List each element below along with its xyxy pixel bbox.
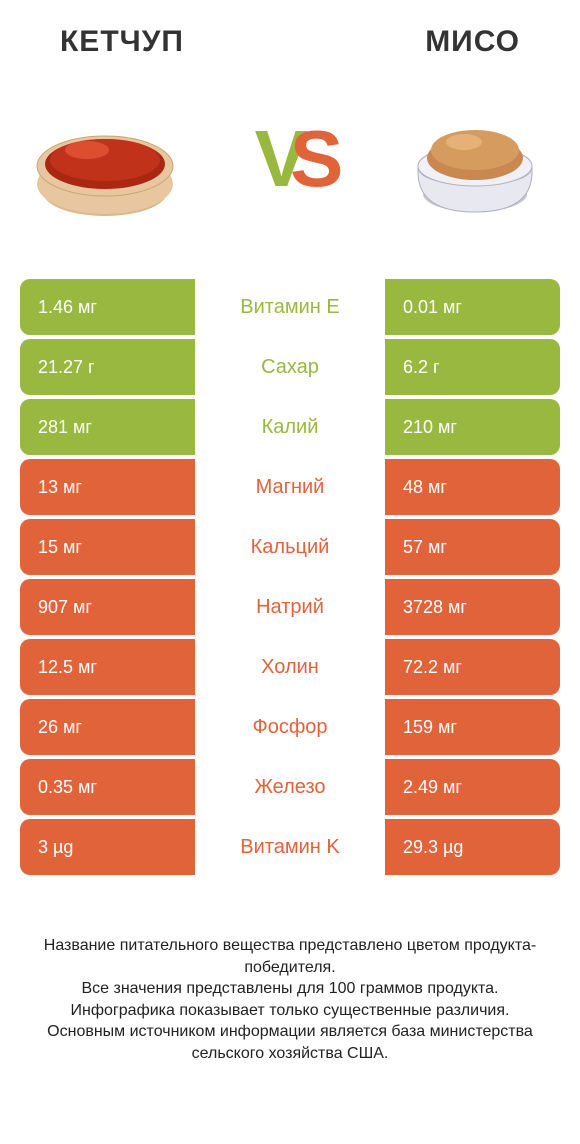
left-value: 0.35 мг <box>20 759 195 815</box>
right-value: 3728 мг <box>385 579 560 635</box>
ketchup-illustration <box>20 94 190 224</box>
miso-illustration <box>390 94 560 224</box>
nutrient-label: Холин <box>195 656 385 679</box>
vs-label: VS <box>255 119 326 199</box>
table-row: 21.27 гСахар6.2 г <box>20 339 560 395</box>
nutrient-label: Кальций <box>195 536 385 559</box>
table-row: 281 мгКалий210 мг <box>20 399 560 455</box>
right-value: 29.3 µg <box>385 819 560 875</box>
left-value: 1.46 мг <box>20 279 195 335</box>
vs-v: V <box>255 114 290 203</box>
nutrient-label: Витамин K <box>195 836 385 859</box>
nutrient-label: Калий <box>195 416 385 439</box>
nutrient-label: Магний <box>195 476 385 499</box>
footer-line: Все значения представлены для 100 граммо… <box>30 978 550 1000</box>
comparison-table: 1.46 мгВитамин E0.01 мг21.27 гСахар6.2 г… <box>20 279 560 875</box>
table-row: 12.5 мгХолин72.2 мг <box>20 639 560 695</box>
table-row: 15 мгКальций57 мг <box>20 519 560 575</box>
left-value: 12.5 мг <box>20 639 195 695</box>
table-row: 0.35 мгЖелезо2.49 мг <box>20 759 560 815</box>
footer-note: Название питательного вещества представл… <box>20 935 560 1065</box>
right-value: 6.2 г <box>385 339 560 395</box>
right-value: 0.01 мг <box>385 279 560 335</box>
nutrient-label: Витамин E <box>195 296 385 319</box>
nutrient-label: Сахар <box>195 356 385 379</box>
footer-line: Основным источником информации является … <box>30 1021 550 1064</box>
title-row: КЕТЧУП МИСО <box>20 25 560 59</box>
vs-s: S <box>290 114 325 203</box>
footer-line: Название питательного вещества представл… <box>30 935 550 978</box>
nutrient-label: Фосфор <box>195 716 385 739</box>
left-value: 281 мг <box>20 399 195 455</box>
table-row: 1.46 мгВитамин E0.01 мг <box>20 279 560 335</box>
image-row: VS <box>20 69 560 249</box>
left-value: 907 мг <box>20 579 195 635</box>
right-value: 48 мг <box>385 459 560 515</box>
right-value: 159 мг <box>385 699 560 755</box>
left-value: 21.27 г <box>20 339 195 395</box>
right-value: 210 мг <box>385 399 560 455</box>
table-row: 3 µgВитамин K29.3 µg <box>20 819 560 875</box>
right-value: 72.2 мг <box>385 639 560 695</box>
left-value: 13 мг <box>20 459 195 515</box>
right-value: 57 мг <box>385 519 560 575</box>
left-value: 15 мг <box>20 519 195 575</box>
nutrient-label: Железо <box>195 776 385 799</box>
right-value: 2.49 мг <box>385 759 560 815</box>
left-title: КЕТЧУП <box>60 25 184 59</box>
table-row: 13 мгМагний48 мг <box>20 459 560 515</box>
left-value: 3 µg <box>20 819 195 875</box>
footer-line: Инфографика показывает только существенн… <box>30 1000 550 1022</box>
table-row: 907 мгНатрий3728 мг <box>20 579 560 635</box>
nutrient-label: Натрий <box>195 596 385 619</box>
infographic-wrap: КЕТЧУП МИСО VS <box>0 0 580 1144</box>
table-row: 26 мгФосфор159 мг <box>20 699 560 755</box>
left-value: 26 мг <box>20 699 195 755</box>
right-title: МИСО <box>425 25 520 59</box>
